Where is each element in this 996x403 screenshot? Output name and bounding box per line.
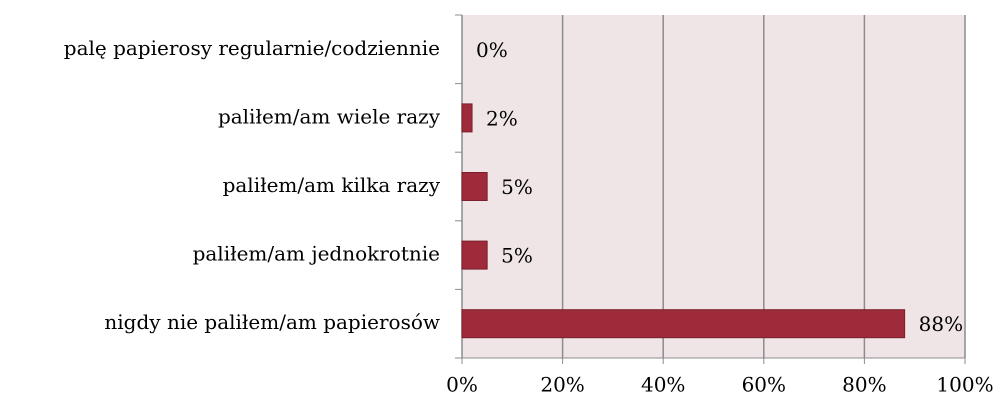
y-tick-label: nigdy nie paliłem/am papierosów [104, 310, 440, 334]
x-tick-label: 0% [446, 373, 478, 397]
x-tick-label: 80% [842, 373, 886, 397]
y-tick-label: paliłem/am jednokrotnie [193, 242, 440, 266]
data-label: 2% [486, 106, 518, 130]
x-tick-label: 100% [936, 373, 993, 397]
x-tick-label: 20% [540, 373, 584, 397]
bar [461, 240, 488, 270]
bar [461, 172, 488, 201]
data-label: 5% [501, 175, 533, 199]
y-tick-label: palę papierosy regularnie/codziennie [64, 36, 440, 60]
data-label: 5% [501, 244, 533, 268]
y-tick-label: paliłem/am wiele razy [218, 104, 441, 128]
data-label: 88% [919, 312, 963, 336]
x-tick-label: 60% [742, 373, 786, 397]
y-tick-label: paliłem/am kilka razy [223, 173, 441, 197]
bar [461, 103, 473, 133]
x-tick-label: 40% [641, 373, 685, 397]
plot-area [462, 15, 965, 358]
bar [461, 309, 906, 339]
data-label: 0% [476, 38, 508, 62]
